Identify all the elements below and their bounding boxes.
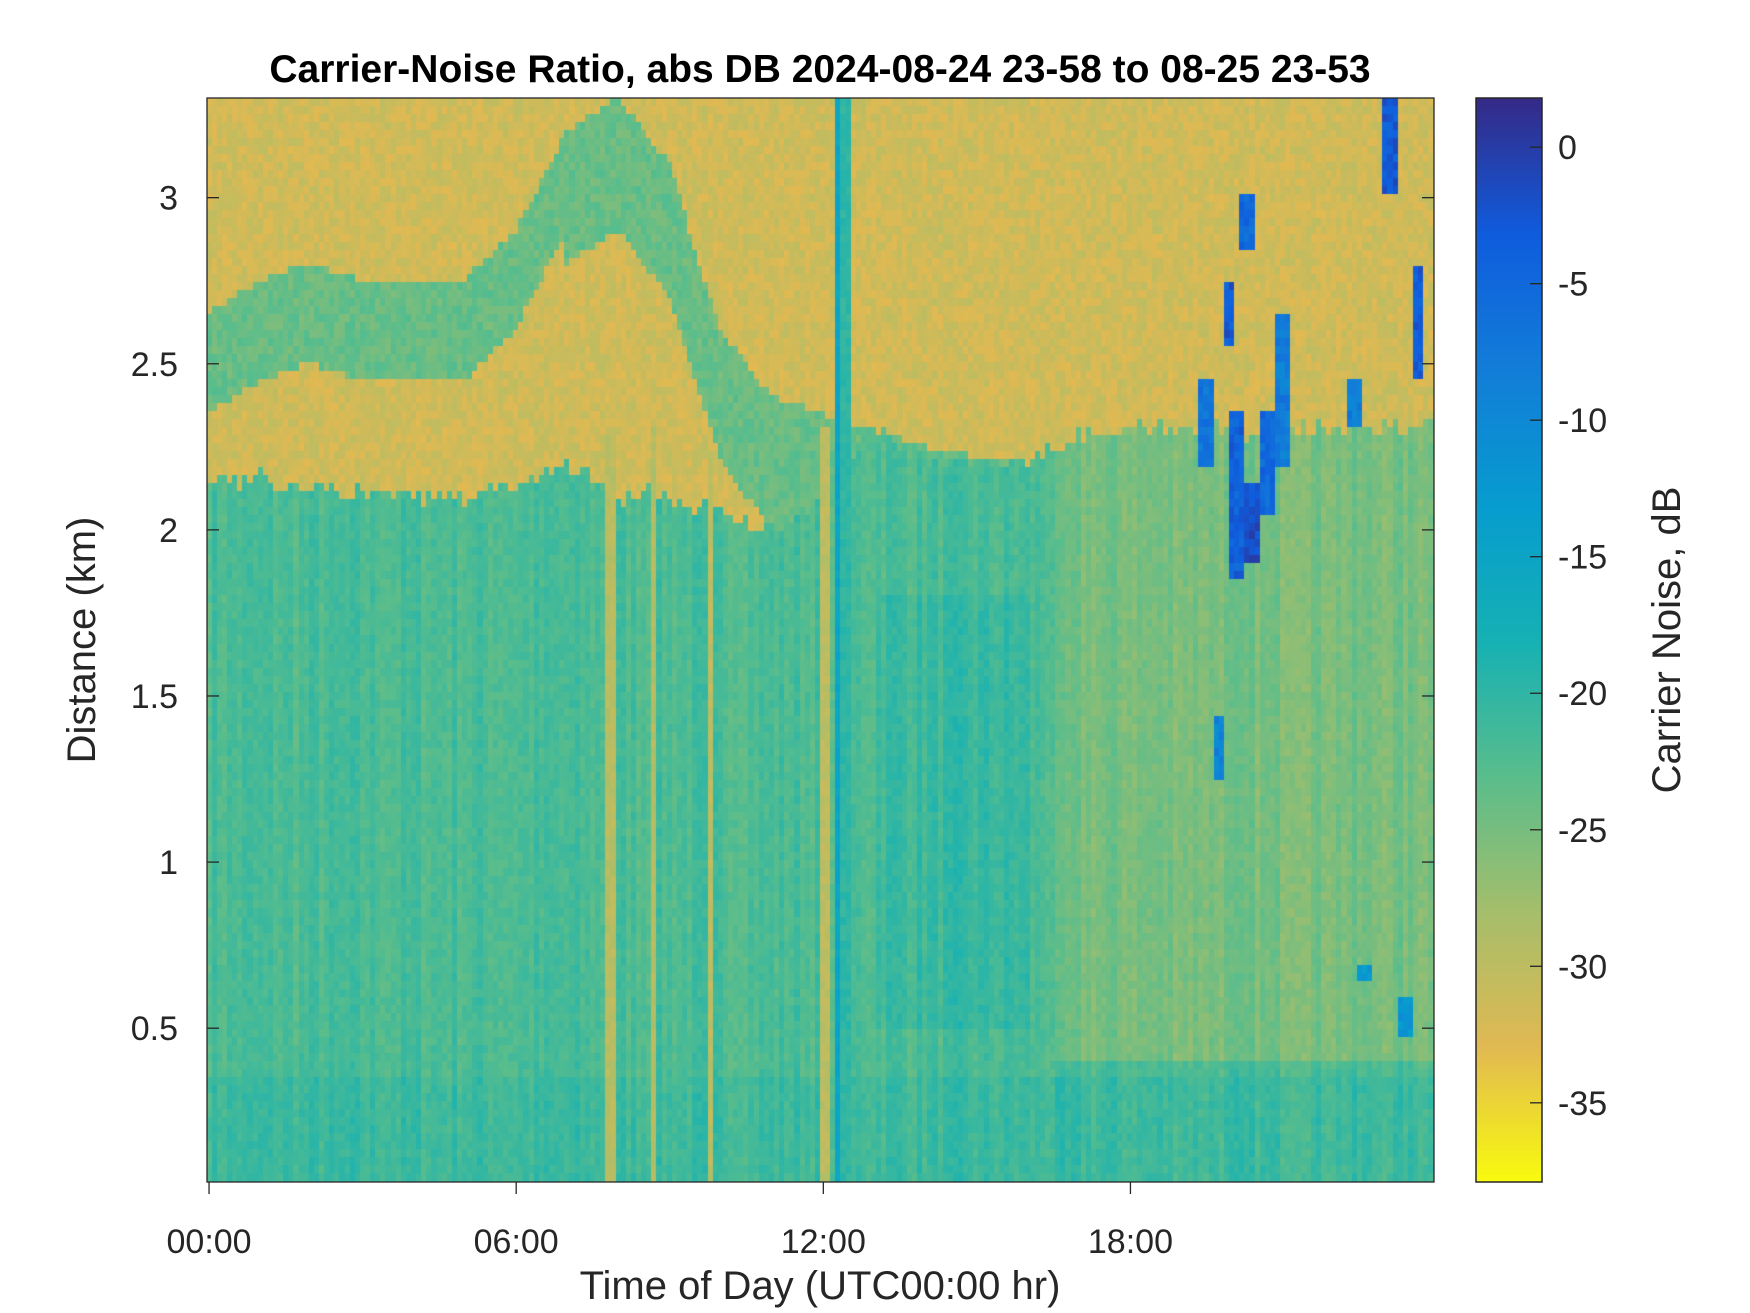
y-tick-label: 2.5	[131, 346, 178, 384]
plot-frame	[206, 97, 1435, 1183]
x-axis-label: Time of Day (UTC00:00 hr)	[580, 1264, 1061, 1308]
colorbar-tick-label: -5	[1558, 266, 1588, 304]
colorbar-tick-label: -15	[1558, 539, 1607, 577]
colorbar-tick-label: -25	[1558, 812, 1607, 850]
colorbar-tick-label: -10	[1558, 402, 1607, 440]
colorbar-gradient	[1476, 98, 1542, 1182]
x-tick-label: 06:00	[474, 1223, 559, 1261]
colorbar-tick-label: -20	[1558, 675, 1607, 713]
y-tick-label: 1	[159, 844, 178, 882]
y-axis-label: Distance (km)	[60, 517, 104, 764]
colorbar-tick-label: 0	[1558, 129, 1577, 167]
chart-title: Carrier-Noise Ratio, abs DB 2024-08-24 2…	[269, 48, 1370, 91]
y-tick-label: 3	[159, 180, 178, 218]
y-tick-label: 1.5	[131, 678, 178, 716]
colorbar-label: Carrier Noise, dB	[1645, 487, 1689, 794]
colorbar-tick-label: -35	[1558, 1085, 1607, 1123]
x-tick-label: 18:00	[1088, 1223, 1173, 1261]
x-tick-label: 00:00	[167, 1223, 252, 1261]
heatmap-image	[207, 98, 1434, 1182]
colorbar-tick-label: -30	[1558, 948, 1607, 986]
y-tick-label: 0.5	[131, 1010, 178, 1048]
x-tick-label: 12:00	[781, 1223, 866, 1261]
colorbar-frame	[1475, 97, 1543, 1183]
y-tick-label: 2	[159, 512, 178, 550]
